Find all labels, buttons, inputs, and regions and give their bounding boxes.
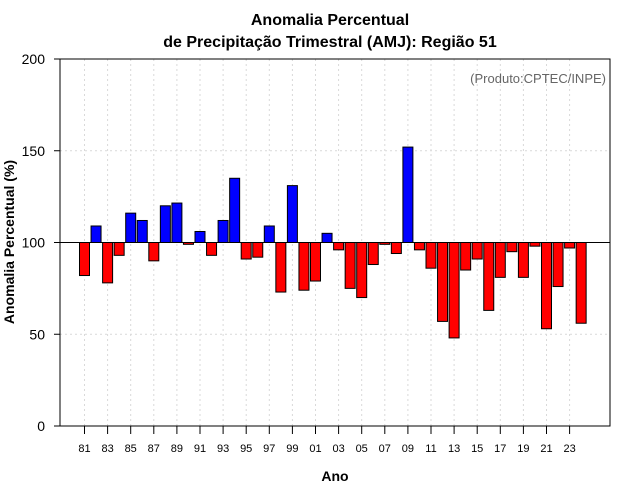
grid-lines [60, 59, 610, 426]
x-tick-label: 03 [332, 443, 344, 455]
bar-1983 [102, 242, 114, 284]
bar-2000 [298, 242, 310, 291]
x-tick-label: 17 [494, 443, 506, 455]
bar-2018 [506, 242, 518, 253]
x-tick-label: 19 [517, 443, 529, 455]
x-tick-label: 97 [263, 443, 275, 455]
x-tick-label: 91 [194, 443, 206, 455]
bar-2003 [333, 242, 345, 251]
bar-2014 [460, 242, 472, 271]
bar-1997 [263, 225, 275, 243]
bar-1984 [113, 242, 125, 256]
bar-2023 [564, 242, 576, 249]
bar-1991 [194, 230, 206, 244]
bar-1995 [240, 242, 252, 260]
bar-2024 [575, 242, 587, 324]
x-tick-label: 93 [217, 443, 229, 455]
bar-1993 [217, 219, 229, 243]
bar-1999 [286, 185, 298, 244]
chart-title: Anomalia Percentual [251, 12, 409, 29]
bar-1996 [252, 242, 264, 258]
bar-2017 [494, 242, 506, 278]
x-tick-label: 87 [148, 443, 160, 455]
x-tick-label: 89 [171, 443, 183, 455]
bar-1994 [229, 177, 241, 243]
x-tick-label: 81 [78, 443, 90, 455]
bar-2009 [402, 146, 414, 243]
bar-1988 [159, 205, 171, 244]
chart-subtitle: de Precipitação Trimestral (AMJ): Região… [163, 34, 497, 51]
credit-text: (Produto:CPTEC/INPE) [470, 71, 606, 86]
y-tick-label: 150 [22, 143, 46, 159]
bar-2019 [517, 242, 529, 278]
bar-2002 [321, 232, 333, 243]
bar-2005 [356, 242, 368, 299]
bar-2010 [413, 242, 425, 251]
bar-2013 [448, 242, 460, 339]
bar-2011 [425, 242, 437, 269]
x-tick-label: 21 [540, 443, 552, 455]
x-tick-label: 83 [101, 443, 113, 455]
bar-1987 [148, 242, 160, 262]
y-axis-ticks: 0 50 100 150 200 [22, 51, 60, 434]
bar-2022 [552, 242, 564, 288]
x-tick-label: 13 [448, 443, 460, 455]
x-axis-label: Ano [321, 468, 348, 484]
y-tick-label: 200 [22, 51, 46, 67]
x-tick-label: 23 [563, 443, 575, 455]
bar-2008 [390, 242, 402, 255]
y-tick-label: 50 [29, 326, 45, 342]
x-tick-label: 99 [286, 443, 298, 455]
bar-2015 [471, 242, 483, 260]
x-tick-label: 11 [425, 443, 436, 455]
bar-2004 [344, 242, 356, 289]
x-tick-label: 09 [402, 443, 414, 455]
bar-1998 [275, 242, 287, 293]
bar-1982 [90, 225, 102, 243]
bar-2020 [529, 242, 541, 247]
bar-1981 [79, 242, 90, 277]
bar-1992 [206, 242, 218, 256]
y-axis-label: Anomalia Percentual (%) [1, 160, 17, 324]
bar-2006 [367, 242, 379, 266]
bar-1985 [125, 212, 137, 243]
x-tick-label: 07 [379, 443, 391, 455]
x-tick-label: 15 [471, 443, 483, 455]
x-axis-ticks: 81 83 85 87 89 91 93 95 97 99 01 03 05 07 09 11 13 15 17 19… [78, 426, 576, 455]
bar-2016 [483, 242, 495, 311]
x-tick-label: 01 [309, 443, 321, 455]
x-tick-label: 85 [125, 443, 137, 455]
bar-2021 [541, 242, 552, 330]
bar-2001 [310, 242, 321, 282]
bar-1989 [171, 202, 183, 243]
bar-1986 [136, 219, 148, 243]
x-tick-label: 05 [356, 443, 368, 455]
x-tick-label: 95 [240, 443, 252, 455]
bar-2012 [437, 242, 449, 322]
y-tick-label: 100 [22, 235, 46, 251]
y-tick-label: 0 [37, 418, 45, 434]
